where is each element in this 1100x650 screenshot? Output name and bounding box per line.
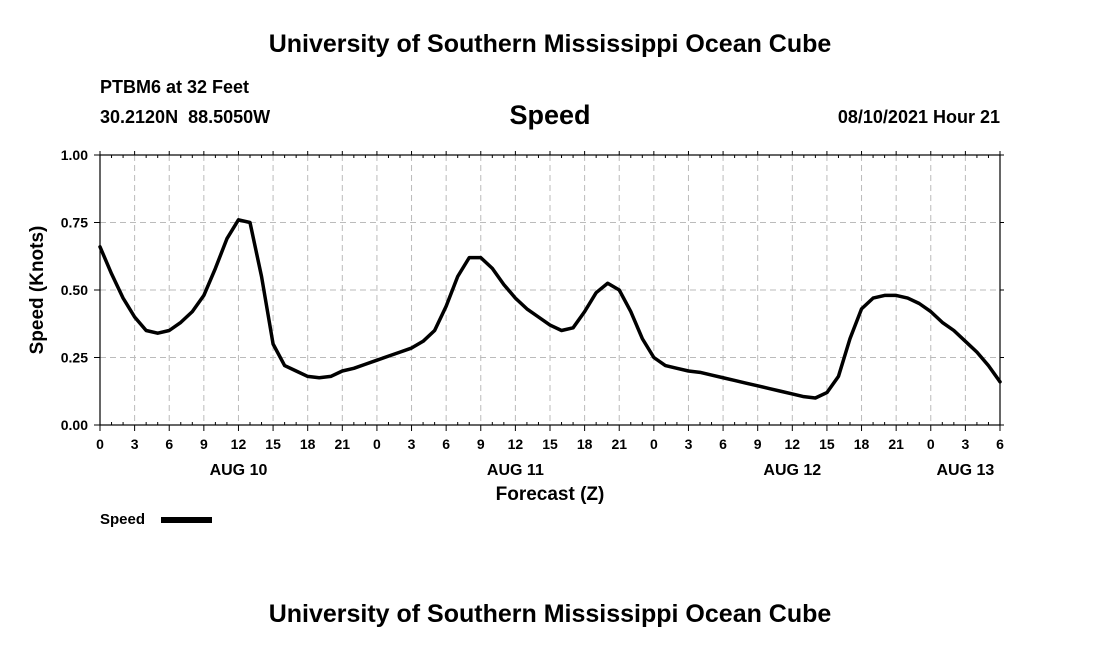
station-label: PTBM6 at 32 Feet [100, 77, 250, 97]
x-tick-label: 6 [996, 436, 1004, 452]
x-tick-label: 15 [265, 436, 281, 452]
x-tick-label: 3 [685, 436, 693, 452]
axis-ticks: 0 3 6 9 12 15 18 21 0 3 6 9 12 15 18 21 0 3 6 9 12 15 18 21 0 3 6 0… [61, 147, 1004, 479]
x-tick-label: 0 [373, 436, 381, 452]
x-tick-label: 15 [819, 436, 835, 452]
x-tick-label: 9 [477, 436, 485, 452]
legend: Speed [100, 511, 212, 528]
x-tick-label: 18 [300, 436, 316, 452]
x-tick-label: 3 [961, 436, 969, 452]
x-tick-label: 12 [508, 436, 524, 452]
x-tick-label: 21 [611, 436, 627, 452]
bottom-title: University of Southern Mississippi Ocean… [268, 600, 832, 628]
x-tick-label: 0 [96, 436, 104, 452]
y-tick-label: 0.00 [61, 417, 88, 433]
x-tick-label: 18 [577, 436, 593, 452]
x-tick-label: 18 [854, 436, 870, 452]
coordinates-label: 30.2120N 88.5050W [100, 107, 271, 127]
x-tick-label: 6 [165, 436, 173, 452]
x-tick-label: 6 [442, 436, 450, 452]
x-tick-label: 6 [719, 436, 727, 452]
x-tick-label: 12 [231, 436, 247, 452]
x-tick-label: 21 [888, 436, 904, 452]
x-tick-label: 15 [542, 436, 558, 452]
y-axis-label: Speed (Knots) [27, 226, 48, 355]
x-day-label: AUG 12 [763, 462, 821, 479]
y-tick-label: 0.50 [61, 282, 88, 298]
forecast-datetime: 08/10/2021 Hour 21 [837, 107, 1000, 127]
top-title: University of Southern Mississippi Ocean… [268, 30, 832, 58]
chart-title: Speed [509, 100, 591, 130]
legend-label: Speed [100, 511, 145, 528]
x-day-label: AUG 11 [487, 462, 544, 479]
x-day-label: AUG 10 [210, 462, 268, 479]
x-axis-label: Forecast (Z) [496, 484, 605, 505]
series-lines [98, 218, 1002, 400]
grid-lines [100, 155, 1000, 425]
x-tick-label: 9 [200, 436, 208, 452]
x-tick-label: 3 [408, 436, 416, 452]
x-tick-label: 21 [335, 436, 351, 452]
y-tick-label: 0.75 [61, 215, 88, 231]
x-day-label: AUG 13 [936, 462, 994, 479]
y-tick-label: 1.00 [61, 147, 88, 163]
x-tick-label: 0 [650, 436, 658, 452]
x-tick-label: 12 [785, 436, 801, 452]
y-tick-label: 0.25 [61, 350, 88, 366]
x-tick-label: 0 [927, 436, 935, 452]
x-tick-label: 3 [131, 436, 139, 452]
speed-series-line [98, 218, 1002, 400]
x-tick-label: 9 [754, 436, 762, 452]
